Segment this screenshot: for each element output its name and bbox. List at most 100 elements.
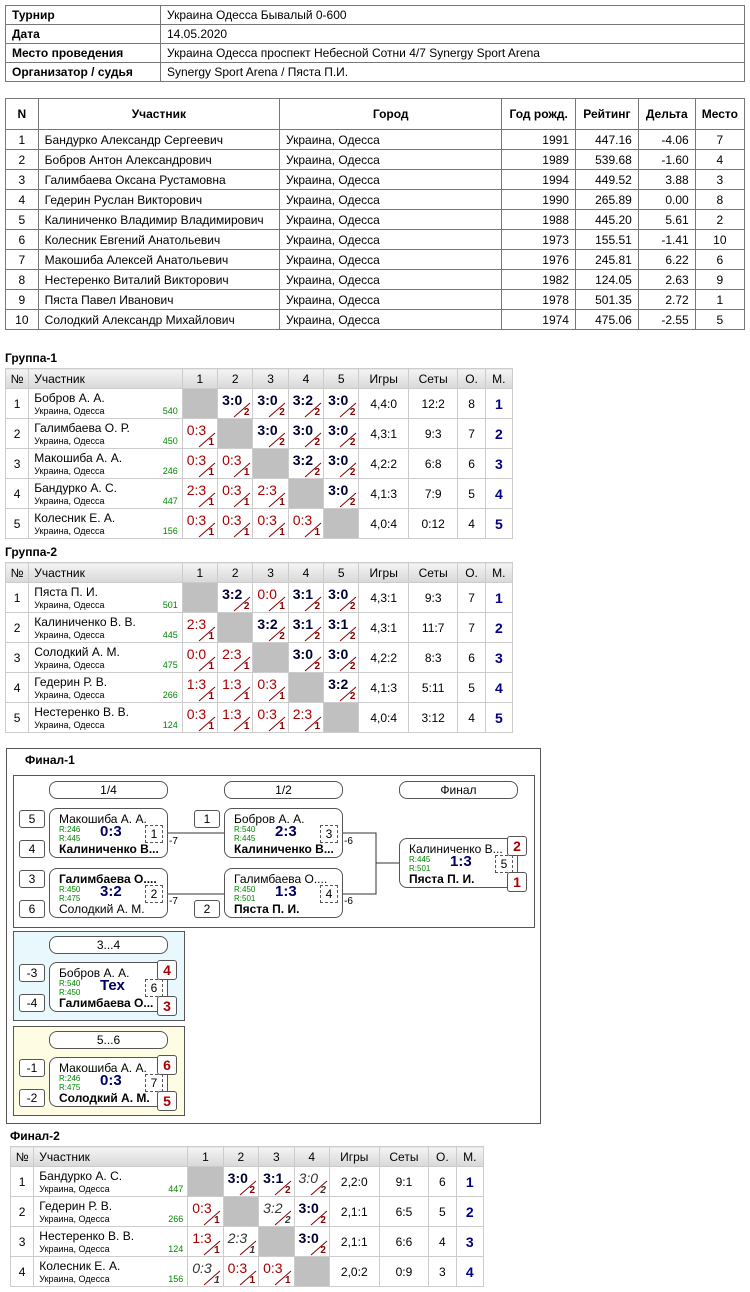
score-cell: 0:3 1 [217,508,254,539]
player-2-rating: R:475 [59,894,81,903]
player-cell: 1994 [501,169,576,190]
player-row: 6 Колесник Евгений Анатольевич Украина, Од… [5,229,746,250]
games: 4,1:3 [358,478,409,509]
place: 2 [484,612,514,643]
slash [269,686,286,702]
points: 1 [243,691,250,702]
participant: Макошиба А. А. Украина, Одесса 246 [28,448,183,479]
group-1: Группа-1 № Участник 1 2 3 4 5 Игры Сеты О. М. 1 Бобро… [4,351,514,539]
player-cell: Солодкий Александр Михайлович [37,309,281,330]
match-number: 6 [145,979,163,997]
player-cell: 501.35 [574,289,639,310]
slash [233,402,251,418]
player-1-rating: R:246 [59,1074,81,1083]
slash [339,492,357,508]
slash [233,686,251,702]
final-place: 6 [157,1055,177,1075]
player-cell: 6 [5,229,39,250]
row: 5 Колесник Е. А. Украина, Одесса 156 0:3 1 0:3… [4,508,514,539]
row: 2 Гедерин Р. В. Украина, Одесса 266 0:3 1 3:2 2… [9,1196,485,1227]
player-1-rating: R:540 [234,825,256,834]
participant-name: Бобров А. А. [34,391,105,405]
player-row: 4 Гедерин Руслан Викторович Украина, Одесс… [5,189,746,210]
match: Бобров А. А. R:540 R:450 Галимбаева О... Тех… [49,962,168,1012]
score: 0:0 [186,646,207,662]
points: 1 [279,721,285,732]
player-cell: 4 [5,189,39,210]
header-cell: 2 [217,368,254,389]
seed: -2 [19,1089,45,1107]
score-cell: 1:3 1 [187,1226,224,1257]
slash [198,462,216,478]
score: 3:0 [328,482,349,498]
table-title: Финал-2 [10,1129,60,1143]
match-score: 1:3 [450,853,472,870]
points: 5 [428,1196,457,1227]
score-cell: 3:0 2 [222,1166,260,1197]
info-row: Турнир Украина Одесса Бывалый 0-600 [5,5,745,25]
participant: Бандурко А. С. Украина, Одесса 447 [28,478,183,509]
loser-to: -7 [169,896,178,907]
games: 4,1:3 [358,672,409,703]
player-row: 7 Макошиба Алексей Анатольевич Украина, Од… [5,249,746,270]
points: 2 [279,631,285,642]
points: 2 [314,407,321,418]
player-cell: 3.88 [637,169,696,190]
row-number: 3 [9,1226,35,1257]
points: 2 [284,1185,291,1196]
row: 4 Гедерин Р. В. Украина, Одесса 266 1:3 1 1:3 1… [4,672,514,703]
points: 2 [349,407,356,418]
player-cell: Украина, Одесса [279,189,503,210]
row-number: 1 [4,388,30,419]
games: 4,4:0 [358,388,409,419]
player-2-name: Солодкий А. М. [59,902,145,916]
player-cell: 2.72 [637,289,696,310]
player-2-name: Калиниченко В... [59,842,159,856]
score: 0:3 [192,1200,212,1216]
slash [310,1210,327,1226]
slash [233,462,251,478]
sets: 9:3 [407,418,459,449]
player-2-name: Калиниченко В... [234,842,334,856]
row-number: 5 [4,702,30,733]
slash [203,1210,221,1226]
empty-cell [217,612,254,643]
header-cell: Сеты [378,1146,430,1167]
player-cell: Макошиба Алексей Анатольевич [37,249,281,270]
empty-cell [252,642,289,673]
match-number: 1 [145,825,163,843]
points: 2 [349,631,356,642]
info-cell: Дата [5,24,161,44]
player-cell: Колесник Евгений Анатольевич [37,229,281,250]
points: 2 [279,407,285,418]
score: 1:3 [186,676,207,692]
score-cell: 3:1 2 [323,612,360,643]
points: 1 [243,497,250,508]
slash [198,522,216,538]
info-row: Дата 14.05.2020 [5,24,745,44]
player-row: 8 Нестеренко Виталий Викторович Украина, О… [5,269,746,290]
points: 5 [457,478,486,509]
player-2-rating: R:501 [234,894,256,903]
participant-rating: 540 [162,406,178,416]
slash [304,522,322,538]
row-number: 2 [4,612,30,643]
final-2: Финал-2 № Участник 1 2 3 4 Игры Сеты О. М. 1 Бандурк… [9,1129,485,1287]
slash [233,492,251,508]
score: 0:3 [186,422,207,438]
seed: 2 [194,900,220,918]
header-cell: М. [484,368,514,389]
place: 3 [484,642,514,673]
row-number: 2 [9,1196,35,1227]
player-cell: 265.89 [574,189,639,210]
participant-rating: 501 [162,600,178,610]
player-cell: 5.61 [637,209,696,230]
round-header: 1/4 [49,781,168,799]
player-cell: 539.68 [574,149,639,170]
participant-name: Калиниченко В. В. [34,615,136,629]
player-row: 1 Бандурко Александр Сергеевич Украина, Од… [5,129,746,150]
match: Макошиба А. А. R:246 R:445 Калиниченко В...… [49,808,168,858]
slash [304,596,322,612]
place: 4 [484,672,514,703]
place: 4 [455,1256,485,1287]
